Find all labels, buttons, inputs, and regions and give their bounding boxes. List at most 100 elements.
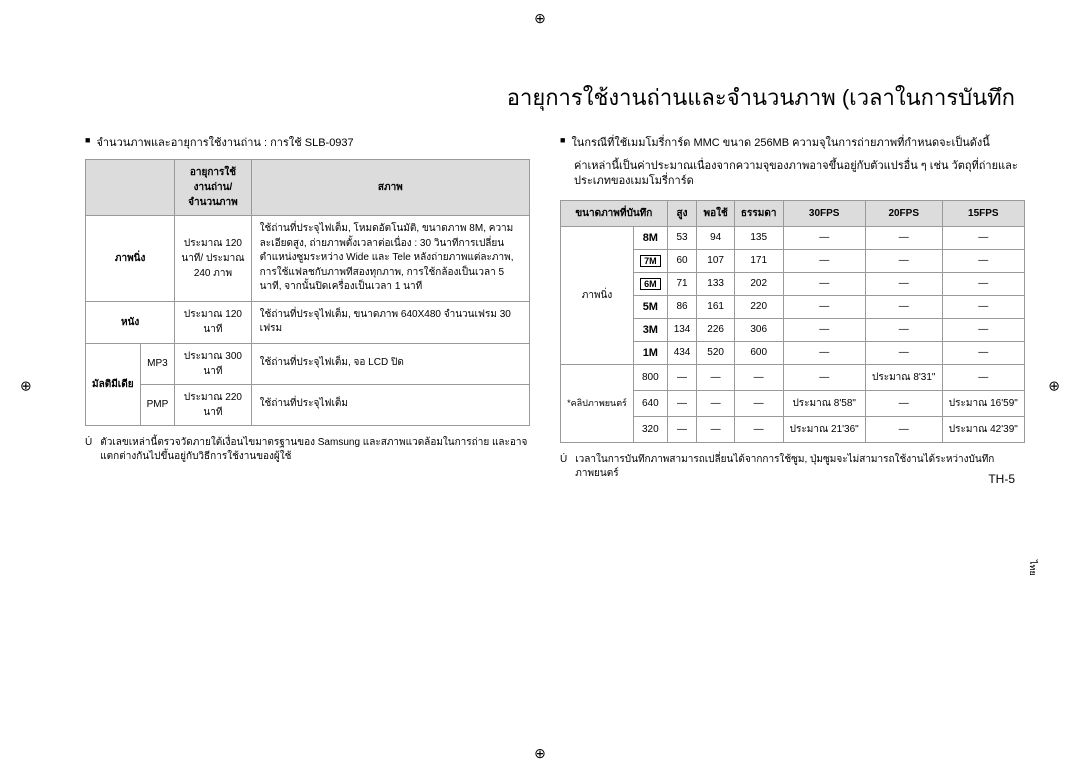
left-bullet: ■ จำนวนภาพและอายุการใช้งานถ่าน : การใช้ …: [85, 133, 530, 151]
right-footnote-text: เวลาในการบันทึกภาพสามารถเปลี่ยนได้จากการ…: [575, 453, 1025, 481]
value-cell: —: [942, 272, 1024, 295]
square-bullet-icon: ■: [560, 133, 565, 147]
value-cell: 600: [734, 341, 783, 364]
tbl2-header: ขนาดภาพที่บันทึก: [561, 200, 668, 226]
value-cell: ประมาณ 8'58": [783, 390, 865, 416]
tbl1-r1-cond: ใช้ถ่านที่ประจุไฟเต็ม, โหมดอัตโนมัติ, ขน…: [251, 216, 529, 302]
value-cell: —: [865, 226, 942, 249]
value-cell: —: [783, 364, 865, 390]
square-bullet-icon: ■: [85, 133, 90, 147]
value-cell: —: [697, 416, 734, 442]
tbl2-header: สูง: [667, 200, 697, 226]
left-bullet-text: จำนวนภาพและอายุการใช้งานถ่าน : การใช้ SL…: [96, 133, 353, 151]
right-bullet-text: ในกรณีที่ใช้เมมโมรี่การ์ด MMC ขนาด 256MB…: [571, 133, 989, 151]
size-cell: 800: [634, 364, 668, 390]
value-cell: —: [783, 226, 865, 249]
tbl1-r2-life: ประมาณ 120 นาที: [175, 301, 251, 343]
page-title: อายุการใช้งานถ่านและจำนวนภาพ (เวลาในการบ…: [85, 80, 1025, 115]
value-cell: —: [865, 390, 942, 416]
value-cell: —: [865, 341, 942, 364]
value-cell: ประมาณ 42'39": [942, 416, 1024, 442]
value-cell: —: [865, 416, 942, 442]
tbl1-r3-life2: ประมาณ 220 นาที: [175, 384, 251, 425]
group-label: ภาพนิ่ง: [561, 226, 634, 364]
right-note: ค่าเหล่านี้เป็นค่าประมาณเนื่องจากความจุข…: [574, 159, 1025, 190]
value-cell: —: [667, 416, 697, 442]
value-cell: ประมาณ 21'36": [783, 416, 865, 442]
value-cell: —: [734, 416, 783, 442]
size-cell: 320: [634, 416, 668, 442]
value-cell: ประมาณ 8'31": [865, 364, 942, 390]
value-cell: —: [942, 249, 1024, 272]
value-cell: 171: [734, 249, 783, 272]
size-cell: 6M: [634, 272, 668, 295]
page-content: อายุการใช้งานถ่านและจำนวนภาพ (เวลาในการบ…: [0, 0, 1080, 511]
right-footnote: Ú เวลาในการบันทึกภาพสามารถเปลี่ยนได้จากก…: [560, 453, 1025, 481]
value-cell: 434: [667, 341, 697, 364]
value-cell: 520: [697, 341, 734, 364]
value-cell: 71: [667, 272, 697, 295]
left-footnote: Ú ตัวเลขเหล่านี้ตรวจวัดภายใต้เงื่อนไขมาต…: [85, 436, 530, 464]
value-cell: —: [865, 272, 942, 295]
size-cell: 7M: [634, 249, 668, 272]
right-bullet: ■ ในกรณีที่ใช้เมมโมรี่การ์ด MMC ขนาด 256…: [560, 133, 1025, 151]
battery-table: อายุการใช้งานถ่าน/จำนวนภาพ สภาพ ภาพนิ่ง …: [85, 159, 530, 426]
size-cell: 5M: [634, 295, 668, 318]
value-cell: 220: [734, 295, 783, 318]
value-cell: —: [942, 341, 1024, 364]
left-footnote-text: ตัวเลขเหล่านี้ตรวจวัดภายใต้เงื่อนไขมาตรฐ…: [100, 436, 530, 464]
value-cell: —: [667, 364, 697, 390]
value-cell: —: [734, 364, 783, 390]
value-cell: —: [865, 249, 942, 272]
tbl2-header: 15FPS: [942, 200, 1024, 226]
tbl2-header: 30FPS: [783, 200, 865, 226]
tbl1-r3-label: มัลติมีเดีย: [86, 343, 141, 425]
value-cell: —: [865, 295, 942, 318]
value-cell: —: [942, 226, 1024, 249]
value-cell: —: [783, 341, 865, 364]
value-cell: 107: [697, 249, 734, 272]
tbl1-r2-label: หนัง: [86, 301, 175, 343]
value-cell: 86: [667, 295, 697, 318]
value-cell: —: [783, 249, 865, 272]
value-cell: 202: [734, 272, 783, 295]
tbl1-r3-cond2: ใช้ถ่านที่ประจุไฟเต็ม: [251, 384, 529, 425]
star-icon: Ú: [560, 453, 567, 481]
value-cell: 133: [697, 272, 734, 295]
tbl1-r3-sub1: MP3: [140, 343, 175, 384]
size-cell: 8M: [634, 226, 668, 249]
value-cell: 60: [667, 249, 697, 272]
tbl1-r1-life: ประมาณ 120 นาที/ ประมาณ 240 ภาพ: [175, 216, 251, 302]
size-cell: 640: [634, 390, 668, 416]
tbl1-r3-life1: ประมาณ 300 นาที: [175, 343, 251, 384]
value-cell: 134: [667, 318, 697, 341]
tbl1-r3-sub2: PMP: [140, 384, 175, 425]
tbl2-header: พอใช้: [697, 200, 734, 226]
value-cell: —: [942, 318, 1024, 341]
tbl1-h0: [86, 160, 175, 216]
crop-mark-bottom: ⊕: [534, 745, 546, 762]
size-cell: 1M: [634, 341, 668, 364]
value-cell: —: [865, 318, 942, 341]
value-cell: ประมาณ 16'59": [942, 390, 1024, 416]
tbl1-h1: อายุการใช้งานถ่าน/จำนวนภาพ: [175, 160, 251, 216]
tbl2-header: 20FPS: [865, 200, 942, 226]
value-cell: —: [734, 390, 783, 416]
page-number: TH-5: [988, 472, 1015, 486]
right-column: ■ ในกรณีที่ใช้เมมโมรี่การ์ด MMC ขนาด 256…: [560, 133, 1025, 481]
value-cell: —: [942, 295, 1024, 318]
value-cell: —: [783, 318, 865, 341]
group-label: *คลิปภาพยนตร์: [561, 364, 634, 442]
side-tab: ไทย: [1026, 560, 1040, 576]
tbl1-h2: สภาพ: [251, 160, 529, 216]
value-cell: 94: [697, 226, 734, 249]
left-column: ■ จำนวนภาพและอายุการใช้งานถ่าน : การใช้ …: [85, 133, 530, 481]
value-cell: 53: [667, 226, 697, 249]
tbl1-r1-label: ภาพนิ่ง: [86, 216, 175, 302]
capacity-table: ขนาดภาพที่บันทึกสูงพอใช้ธรรมดา30FPS20FPS…: [560, 200, 1025, 443]
value-cell: —: [697, 364, 734, 390]
tbl2-header: ธรรมดา: [734, 200, 783, 226]
value-cell: —: [783, 272, 865, 295]
value-cell: 306: [734, 318, 783, 341]
tbl1-r3-cond1: ใช้ถ่านที่ประจุไฟเต็ม, จอ LCD ปิด: [251, 343, 529, 384]
